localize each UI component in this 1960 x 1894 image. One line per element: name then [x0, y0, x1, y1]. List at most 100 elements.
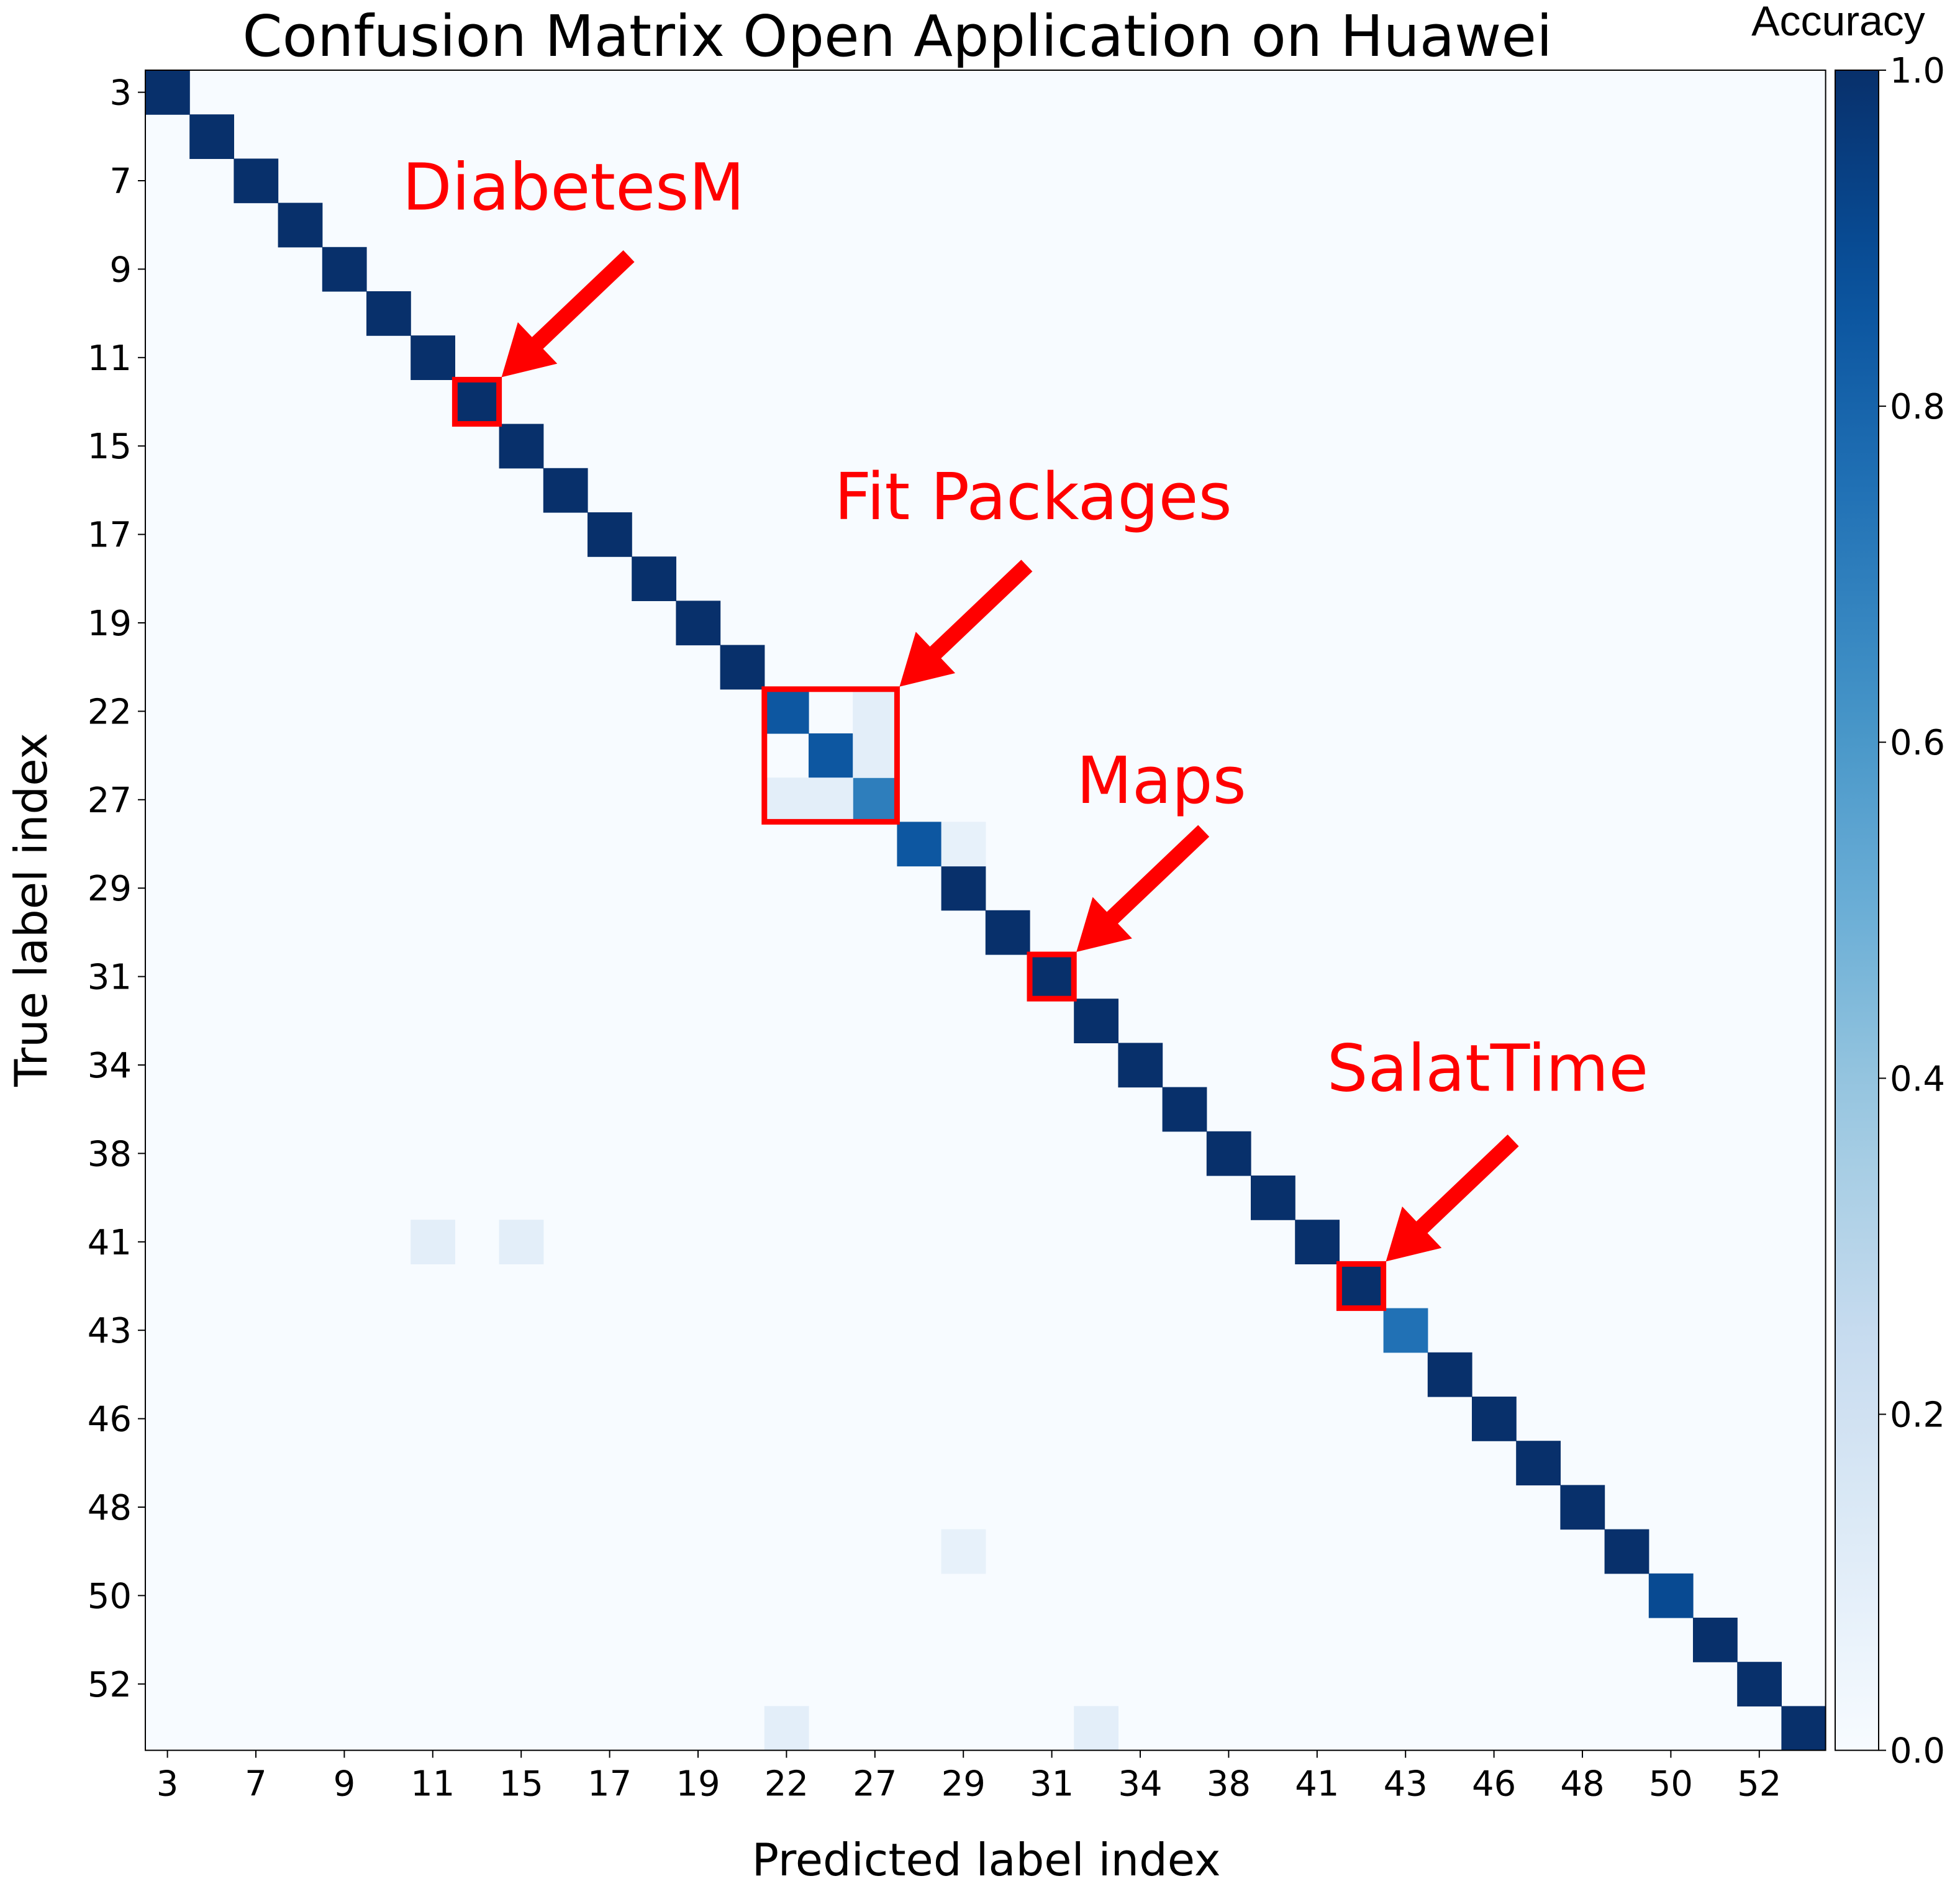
y-tick-label: 52	[88, 1665, 132, 1705]
x-tick-label: 9	[333, 1764, 356, 1805]
y-tick-label: 22	[88, 692, 132, 732]
plot-frame	[145, 70, 1826, 1751]
x-tick-label: 48	[1560, 1764, 1604, 1805]
heatmap-cell	[764, 1706, 809, 1751]
y-tick-label: 34	[88, 1046, 132, 1086]
heatmap-cell	[1604, 1529, 1649, 1574]
heatmap-cell	[1516, 1441, 1561, 1485]
heatmap-cell	[897, 822, 942, 867]
colorbar-tick-label: 0.2	[1890, 1395, 1945, 1435]
x-tick-label: 15	[499, 1764, 543, 1805]
heatmap-cell	[853, 777, 897, 822]
colorbar-tick-label: 0.0	[1890, 1731, 1945, 1772]
colorbar-gradient	[1835, 70, 1879, 1751]
heatmap-cell	[1118, 1043, 1163, 1088]
annotation-label: Maps	[1076, 743, 1246, 818]
x-tick-label: 29	[941, 1764, 986, 1805]
x-tick-label: 22	[764, 1764, 809, 1805]
y-tick-label: 50	[88, 1576, 132, 1616]
heatmap-cell	[278, 202, 323, 248]
heatmap-cell	[853, 689, 897, 734]
x-tick-label: 27	[853, 1764, 897, 1805]
annotations: DiabetesM Fit Packages Maps SalatTime	[402, 149, 1649, 1312]
heatmap-cell	[809, 733, 853, 778]
heatmap-cell	[366, 291, 411, 336]
heatmap-cell	[543, 468, 588, 513]
heatmap-cell	[764, 777, 809, 822]
heatmap-cell	[1427, 1352, 1472, 1397]
annotation-arrow-head	[899, 632, 956, 687]
annotation-arrow-head	[1386, 1206, 1442, 1262]
heatmap-cell	[455, 379, 500, 425]
heatmap-cell	[809, 777, 853, 822]
y-tick-label: 41	[88, 1223, 132, 1263]
x-tick-label: 43	[1384, 1764, 1428, 1805]
colorbar-tick-label: 0.6	[1890, 723, 1945, 763]
y-tick-label: 9	[109, 250, 132, 290]
y-axis-label: True label index	[5, 733, 57, 1087]
heatmap-cell	[1295, 1220, 1340, 1264]
colorbar-tick-label: 1.0	[1890, 51, 1945, 91]
colorbar: 0.0 0.2 0.4 0.6 0.8 1.0	[1835, 51, 1945, 1772]
heatmap-cell	[411, 1220, 455, 1264]
heatmap-cells	[145, 70, 1826, 1751]
heatmap-cell	[1648, 1573, 1694, 1618]
heatmap-cell	[1693, 1618, 1738, 1662]
x-tick-label: 38	[1207, 1764, 1251, 1805]
annotation-arrow-head	[1076, 897, 1132, 952]
heatmap-cell	[1074, 1706, 1118, 1751]
heatmap-cell	[1251, 1176, 1295, 1220]
x-tick-label: 31	[1030, 1764, 1074, 1805]
heatmap-cell	[1781, 1706, 1826, 1751]
x-tick-label: 34	[1118, 1764, 1162, 1805]
heatmap-cell	[1162, 1087, 1207, 1132]
annotation-label: SalatTime	[1327, 1030, 1649, 1106]
y-tick-label: 48	[88, 1488, 132, 1528]
x-axis-label: Predicted label index	[752, 1834, 1221, 1886]
heatmap-cell	[145, 70, 190, 115]
x-tick-label: 41	[1295, 1764, 1339, 1805]
heatmap-cell	[676, 600, 721, 646]
heatmap-cell	[588, 512, 632, 557]
heatmap-cell	[985, 910, 1030, 955]
axis-ticks: 3 3 7 7 9 9 11 11 15 15 17 17 19 19 22 22 27 27 29 29 31 31 34…	[88, 73, 1782, 1805]
heatmap-cell	[764, 689, 809, 734]
y-tick-label: 46	[88, 1400, 132, 1440]
y-tick-label: 38	[88, 1134, 132, 1174]
y-tick-label: 19	[88, 604, 132, 644]
heatmap-cell	[853, 733, 897, 778]
x-tick-label: 11	[411, 1764, 455, 1805]
annotation-box	[451, 376, 502, 427]
annotation-label: Fit Packages	[834, 459, 1232, 535]
heatmap-cell	[189, 114, 234, 159]
heatmap-cell	[1472, 1397, 1517, 1441]
colorbar-tick-label: 0.8	[1890, 387, 1945, 427]
annotation-arrow-shaft	[530, 250, 635, 351]
colorbar-title: Accuracy	[1751, 0, 1925, 45]
heatmap-cell	[1030, 954, 1074, 999]
y-tick-label: 29	[88, 869, 132, 909]
y-tick-label: 11	[88, 338, 132, 379]
annotation-arrow-shaft	[1414, 1134, 1519, 1235]
x-tick-label: 7	[245, 1764, 267, 1805]
annotation-arrow-shaft	[928, 560, 1033, 660]
annotation-arrow-shaft	[1105, 825, 1210, 926]
y-tick-label: 27	[88, 781, 132, 821]
y-tick-label: 15	[88, 427, 132, 467]
annotation-box	[761, 686, 900, 825]
heatmap-cell	[234, 158, 279, 204]
y-tick-label: 7	[109, 161, 132, 202]
heatmap-cell	[499, 1220, 544, 1264]
heatmap-cell	[1383, 1308, 1428, 1353]
heatmap-cell	[1737, 1662, 1782, 1706]
y-tick-label: 31	[88, 958, 132, 998]
heatmap-cell	[941, 1529, 986, 1574]
heatmap-cell	[941, 866, 986, 911]
heatmap-cell	[499, 424, 544, 469]
heatmap-cell	[720, 645, 765, 690]
chart-title: Confusion Matrix Open Application on Hua…	[242, 3, 1552, 70]
annotation-box	[1336, 1261, 1387, 1312]
x-tick-label: 3	[157, 1764, 179, 1805]
x-tick-label: 19	[676, 1764, 720, 1805]
